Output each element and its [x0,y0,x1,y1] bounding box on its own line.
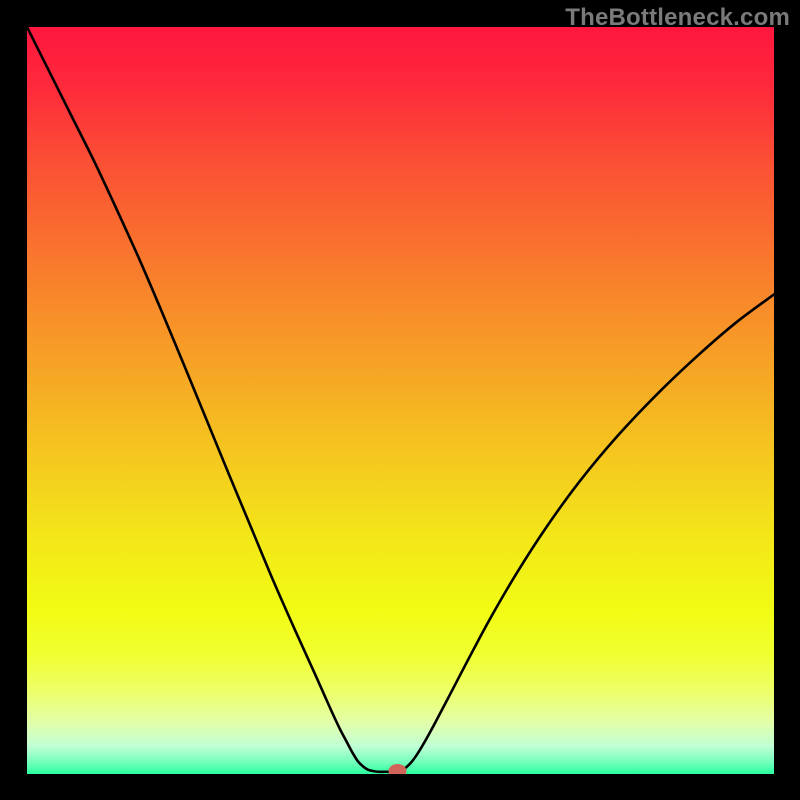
chart-svg [27,27,774,774]
gradient-background [27,27,774,774]
chart-frame: TheBottleneck.com [0,0,800,800]
plot-area [27,27,774,774]
